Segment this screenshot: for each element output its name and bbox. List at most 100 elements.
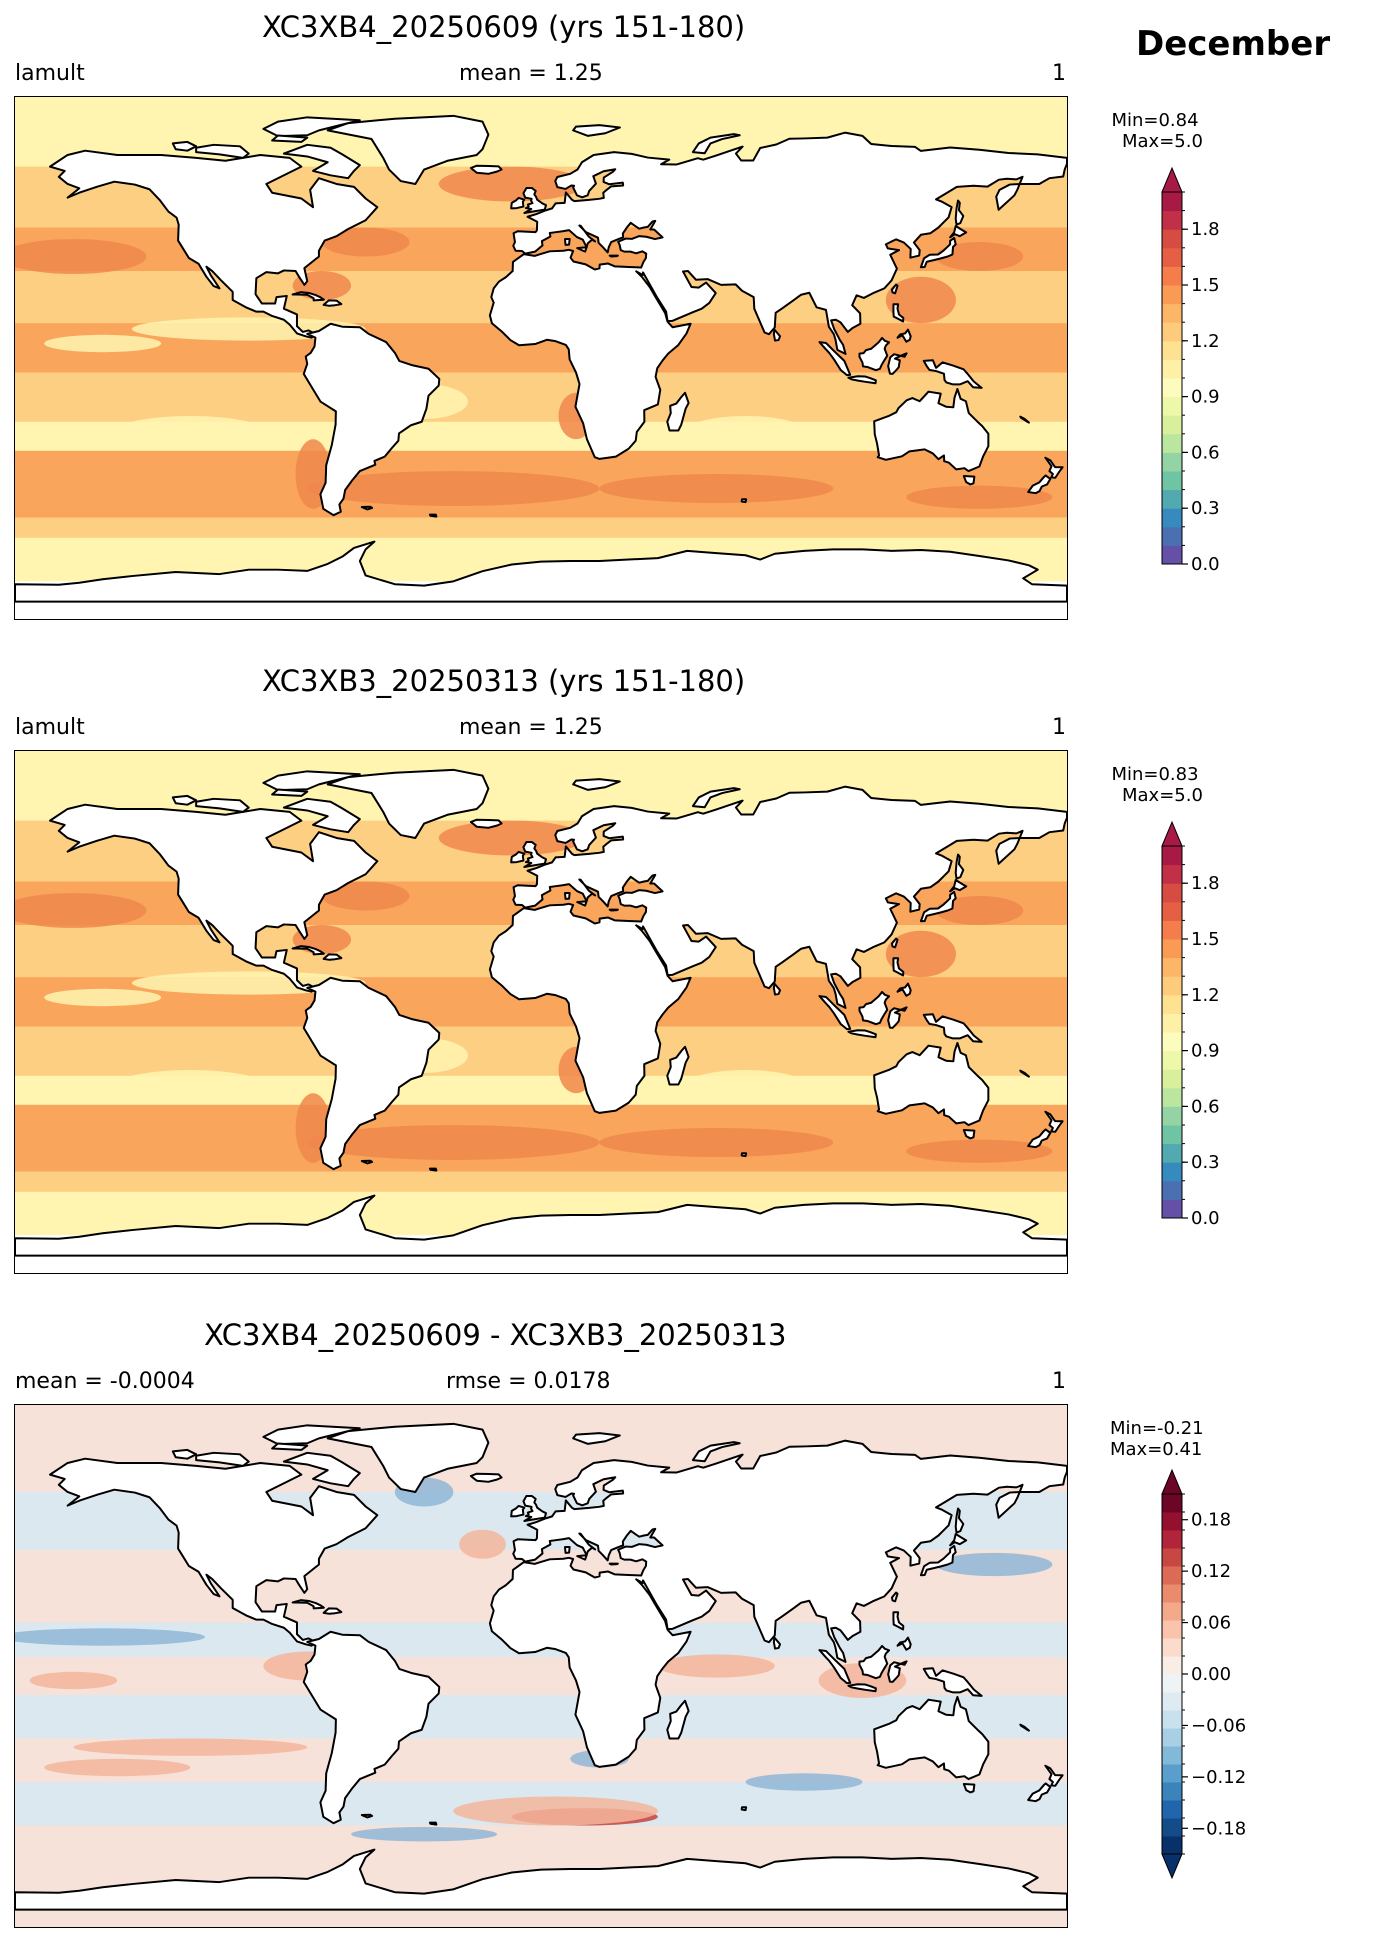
colorbar-segment xyxy=(1162,545,1182,565)
land-southAmerica xyxy=(302,1630,441,1825)
colorbar-segment xyxy=(1162,1620,1182,1639)
land-baffin xyxy=(282,797,361,834)
land-svalbard xyxy=(572,124,621,137)
land-japan xyxy=(919,1544,957,1577)
colorbar-segment xyxy=(1162,1746,1182,1765)
land-falklands xyxy=(360,1813,374,1819)
colorbar-extend-max xyxy=(1161,820,1183,847)
ocean-field-anomaly xyxy=(44,988,162,1007)
month-title: December xyxy=(1136,24,1331,64)
colorbar-segment xyxy=(1162,1069,1182,1089)
land-philippinesN xyxy=(892,303,905,323)
land-taiwan xyxy=(890,283,899,295)
ocean-field-anomaly xyxy=(15,1628,205,1646)
land-northAmerica xyxy=(49,149,379,339)
land-sakhalin xyxy=(954,1507,965,1534)
colorbar-segment xyxy=(1162,939,1182,959)
land-cuba xyxy=(291,291,325,302)
panel-1-colorbar-max: Max=5.0 xyxy=(1122,131,1203,152)
colorbar-segment xyxy=(1162,471,1182,491)
land-java xyxy=(847,1683,877,1693)
land-java xyxy=(847,1029,877,1039)
land-devon xyxy=(271,1442,309,1451)
colorbar-extend-max xyxy=(1161,1468,1183,1495)
land-australia xyxy=(873,387,990,473)
colorbar-tick-label: −0.18 xyxy=(1191,1818,1246,1839)
land-antarctica xyxy=(15,1848,1067,1911)
panel-3-colorbar: −0.18 −0.12 −0.06 0.00 0.06 0.12 0.18 xyxy=(1160,1468,1270,1880)
colorbar-tick-label: 0.6 xyxy=(1191,442,1220,463)
panel-3-colorbar-svg: −0.18 −0.12 −0.06 0.00 0.06 0.12 0.18 xyxy=(1161,1468,1246,1880)
land-banksIsl xyxy=(171,140,198,152)
land-britain xyxy=(522,187,547,214)
panel-1-variable-label: lamult xyxy=(15,61,85,86)
land-greenland xyxy=(326,1422,490,1493)
colorbar-segment xyxy=(1162,1548,1182,1567)
land-borneo xyxy=(858,990,891,1026)
land-sardinia xyxy=(563,238,571,246)
colorbar-tick-label: 0.0 xyxy=(1191,554,1220,575)
panel-2-mean-label: mean = 1.25 xyxy=(459,715,603,740)
land-novayaZ xyxy=(691,787,741,809)
land-sriLanka xyxy=(772,982,782,996)
land-ellesmere xyxy=(262,1424,361,1446)
colorbar-segment xyxy=(1162,920,1182,940)
land-hokkaido xyxy=(949,879,968,893)
land-philippinesS xyxy=(896,982,912,997)
panel-3-map-svg xyxy=(15,1405,1067,1927)
ocean-field-anomaly xyxy=(307,471,600,506)
colorbar-segment xyxy=(1162,415,1182,435)
land-crete xyxy=(608,254,619,258)
colorbar-segment xyxy=(1162,452,1182,472)
land-sakhalin xyxy=(954,199,965,226)
colorbar-segment xyxy=(1162,883,1182,903)
panel-3-colorbar-max: Max=0.41 xyxy=(1110,1439,1203,1460)
colorbar-tick-label: 1.8 xyxy=(1191,219,1220,240)
colorbar-tick-label: 0.9 xyxy=(1191,387,1220,408)
colorbar-tick-label: 1.8 xyxy=(1191,873,1220,894)
ocean-field-anomaly xyxy=(307,1125,600,1160)
colorbar-tick-label: 0.06 xyxy=(1191,1613,1231,1634)
colorbar-tick-label: 0.6 xyxy=(1191,1096,1220,1117)
land-southGeorgia xyxy=(428,1167,438,1172)
land-madagascar xyxy=(666,1045,690,1086)
colorbar-segment xyxy=(1162,1818,1182,1837)
ocean-field-anomaly xyxy=(599,1128,834,1157)
land-novayaZ xyxy=(691,1441,741,1463)
colorbar-segment xyxy=(1162,1180,1182,1200)
colorbar-segment xyxy=(1162,976,1182,996)
colorbar-segment xyxy=(1162,1125,1182,1145)
land-southGeorgia xyxy=(428,1821,438,1826)
land-newCaledonia xyxy=(1019,1723,1030,1732)
land-java xyxy=(847,375,877,385)
land-devon xyxy=(271,788,309,797)
land-northAmerica xyxy=(49,803,379,993)
land-madagascar xyxy=(666,1699,690,1740)
panel-3-level-label: 1 xyxy=(1052,1369,1066,1394)
ocean-field-anomaly xyxy=(29,1671,118,1690)
colorbar-segment xyxy=(1162,378,1182,398)
land-sulawesi xyxy=(887,352,908,375)
ocean-field-anomaly xyxy=(438,166,585,202)
panel-2-colorbar-minmax: Min=0.83 Max=5.0 xyxy=(1110,764,1202,806)
land-newZealandN xyxy=(1044,456,1064,479)
land-africaEurasia xyxy=(488,131,1067,460)
ocean-field-anomaly xyxy=(906,1139,1053,1163)
land-iceland xyxy=(469,164,503,175)
ocean-field-band xyxy=(15,1171,1067,1193)
colorbar-segment xyxy=(1162,303,1182,323)
land-tasmania xyxy=(962,1129,976,1140)
ocean-field-anomaly xyxy=(935,896,1024,925)
land-newCaledonia xyxy=(1019,415,1030,424)
land-sardinia xyxy=(563,892,571,900)
land-sardinia xyxy=(563,1546,571,1554)
land-madagascar xyxy=(666,391,690,432)
land-victoriaIsl xyxy=(195,1451,250,1467)
colorbar-segment xyxy=(1162,1602,1182,1621)
colorbar-segment xyxy=(1162,1512,1182,1531)
colorbar-segment xyxy=(1162,901,1182,921)
ocean-field-anomaly xyxy=(657,1654,775,1678)
ocean-field-anomaly xyxy=(453,1796,658,1826)
land-newZealandS xyxy=(1027,1128,1052,1149)
colorbar-segment xyxy=(1162,1764,1182,1783)
